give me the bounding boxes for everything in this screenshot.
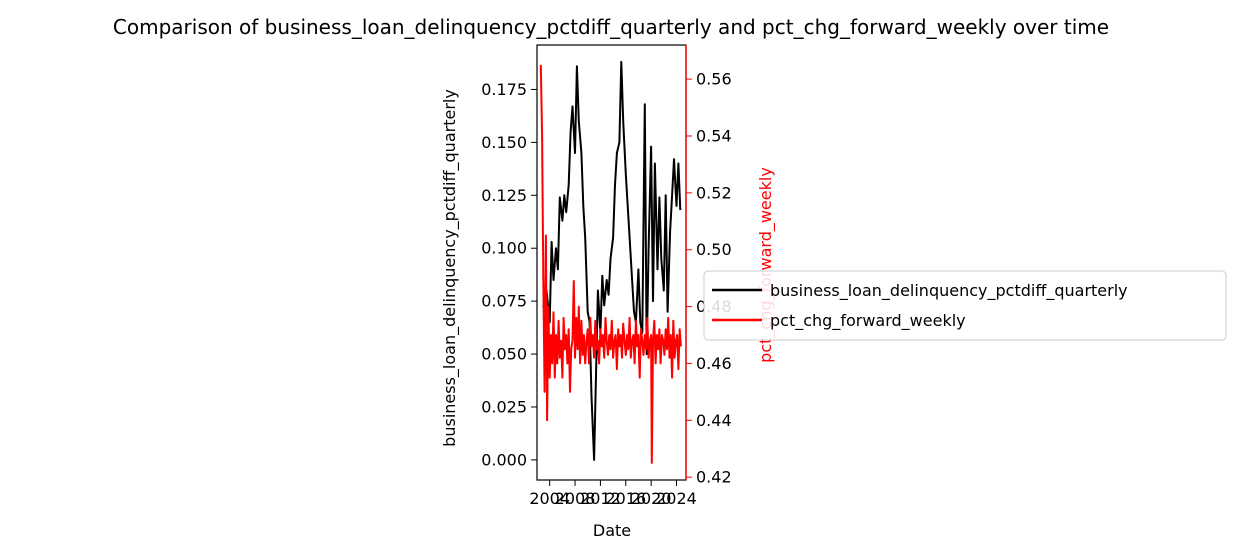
right-tick-label: 0.56 [696,70,732,89]
left-tick-label: 0.125 [481,186,527,205]
x-tick-label: 2012 [580,489,621,508]
left-tick-label: 0.050 [481,345,527,364]
legend-label-business-loan: business_loan_delinquency_pctdiff_quarte… [770,281,1128,301]
series-line-1 [539,64,682,464]
left-tick-label: 0.075 [481,292,527,311]
legend: business_loan_delinquency_pctdiff_quarte… [703,270,1227,341]
left-axis-ticks: 0.000 0.025 0.050 0.075 0.100 0.125 0.150 0.175 [481,80,537,469]
left-tick-label: 0.100 [481,239,527,258]
x-tick-label: 2004 [529,489,570,508]
left-tick-label: 0.175 [481,80,527,99]
x-tick-label: 2024 [656,489,697,508]
legend-box [703,270,1227,341]
right-tick-label: 0.42 [696,468,732,487]
x-tick-label: 2020 [631,489,672,508]
left-tick-label: 0.150 [481,133,527,152]
right-tick-label: 0.44 [696,411,732,430]
right-tick-label: 0.46 [696,354,732,373]
series-line-0 [542,60,682,461]
right-tick-label: 0.52 [696,183,732,202]
x-tick-label: 2008 [555,489,596,508]
right-tick-label: 0.50 [696,240,732,259]
left-tick-label: 0.000 [481,450,527,469]
x-axis-label: Date [593,521,631,540]
plot-lines [539,60,682,464]
left-tick-label: 0.025 [481,397,527,416]
right-tick-label: 0.54 [696,126,732,145]
left-axis-label: business_loan_delinquency_pctdiff_quarte… [440,89,460,447]
chart-title: Comparison of business_loan_delinquency_… [113,15,1109,39]
legend-label-pct-chg: pct_chg_forward_weekly [770,311,966,331]
x-tick-label: 2016 [605,489,646,508]
